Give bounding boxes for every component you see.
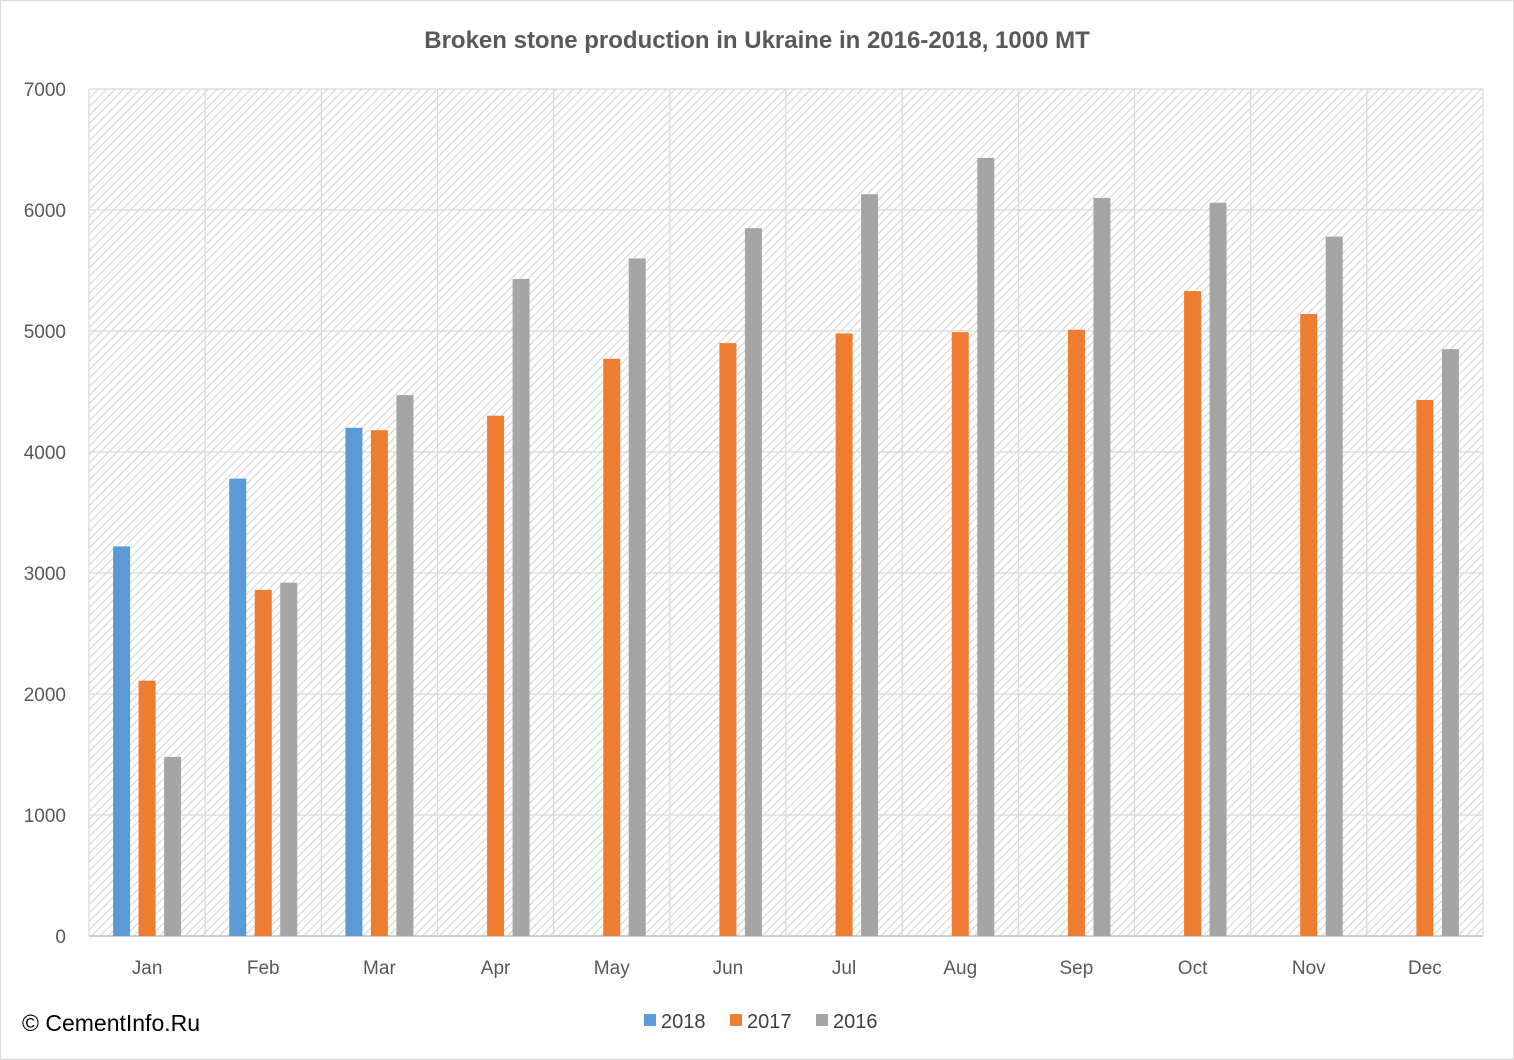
legend: 2018 2017 2016 <box>644 1011 878 1033</box>
bar-2016-nov <box>1325 236 1343 936</box>
x-tick-label: Jan <box>132 958 163 979</box>
legend-swatch-2018 <box>644 1014 656 1026</box>
bar-2017-jul <box>835 333 853 936</box>
legend-label-2017: 2017 <box>747 1011 792 1033</box>
bar-2016-jan <box>164 756 182 936</box>
y-tick-label: 0 <box>55 927 66 948</box>
legend-swatch-2017 <box>730 1014 742 1026</box>
copyright-text: © CementInfo.Ru <box>22 1010 201 1036</box>
x-tick-label: May <box>594 958 630 979</box>
x-tick-label: Dec <box>1408 958 1442 979</box>
y-tick-label: 5000 <box>24 322 66 343</box>
x-tick-label: Sep <box>1060 958 1094 979</box>
legend-swatch-2016 <box>816 1014 828 1026</box>
legend-label-2018: 2018 <box>661 1011 706 1033</box>
bar-2016-oct <box>1209 202 1227 937</box>
bar-2016-mar <box>396 395 414 936</box>
bar-2016-apr <box>512 278 530 937</box>
bar-2017-nov <box>1300 314 1318 936</box>
y-tick-label: 1000 <box>24 806 66 827</box>
bar-2017-oct <box>1184 291 1202 936</box>
x-tick-label: Aug <box>943 958 977 979</box>
bar-2016-sep <box>1093 197 1111 936</box>
x-tick-label: Apr <box>481 958 511 979</box>
bar-2016-dec <box>1441 349 1459 936</box>
y-tick-label: 4000 <box>24 443 66 464</box>
bar-2016-feb <box>280 582 298 936</box>
y-tick-label: 6000 <box>24 201 66 222</box>
bar-2017-jun <box>719 343 737 937</box>
legend-label-2016: 2016 <box>833 1011 878 1033</box>
bar-2017-apr <box>487 415 505 936</box>
bar-2016-jun <box>744 228 762 936</box>
y-axis-ticks: 0 1000 2000 3000 4000 5000 6000 7000 <box>24 80 66 948</box>
chart-title: Broken stone production in Ukraine in 20… <box>424 27 1090 54</box>
y-tick-label: 2000 <box>24 685 66 706</box>
bars <box>113 157 1459 937</box>
x-tick-label: Jul <box>832 958 856 979</box>
bar-2017-sep <box>1067 329 1085 936</box>
x-tick-label: Jun <box>713 958 744 979</box>
bar-2017-feb <box>254 589 272 936</box>
gridlines <box>88 88 1484 937</box>
x-tick-label: Oct <box>1178 958 1208 979</box>
x-tick-label: Nov <box>1292 958 1326 979</box>
bar-2016-may <box>628 258 646 936</box>
bar-2017-may <box>603 358 621 937</box>
bar-2017-dec <box>1416 399 1434 937</box>
bar-2018-mar <box>345 427 363 936</box>
x-tick-label: Mar <box>363 958 396 979</box>
x-tick-label: Feb <box>247 958 280 979</box>
y-tick-label: 7000 <box>24 80 66 101</box>
bar-2017-jan <box>138 680 156 936</box>
bar-2018-jan <box>113 546 131 936</box>
bar-2017-mar <box>370 430 388 936</box>
bar-2017-aug <box>951 332 969 937</box>
bar-2016-aug <box>977 157 995 937</box>
bar-2016-jul <box>861 194 879 936</box>
bar-2018-feb <box>229 478 247 936</box>
x-axis-ticks: Jan Feb Mar Apr May Jun Jul Aug Sep Oct Nov Dec <box>132 958 1442 979</box>
y-tick-label: 3000 <box>24 564 66 585</box>
